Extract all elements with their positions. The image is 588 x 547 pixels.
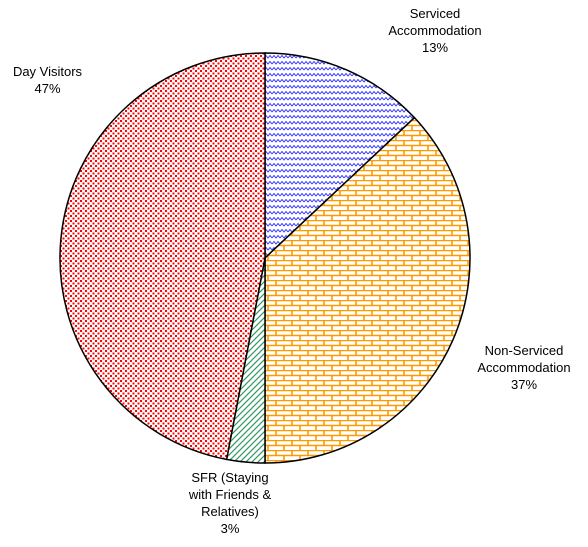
category-label: Serviced Accommodation (388, 6, 482, 38)
category-label: Day Visitors (12, 64, 83, 79)
pie-slice (59, 52, 266, 461)
value-label: 47% (34, 81, 61, 96)
slice-label: SFR (Staying with Friends & Relatives) 3% (180, 469, 280, 537)
slice-label: Non-Serviced Accommodation 37% (462, 342, 586, 393)
pie-slice (264, 116, 471, 464)
value-label: 3% (220, 521, 240, 536)
slice-label: Day Visitors 47% (0, 63, 95, 97)
slice-label: Serviced Accommodation 13% (380, 5, 490, 56)
pie-slice (264, 52, 416, 260)
value-label: 13% (421, 40, 449, 55)
category-label: Non-Serviced Accommodation (477, 343, 571, 375)
category-label: SFR (Staying with Friends & Relatives) (188, 470, 272, 519)
value-label: 37% (510, 377, 538, 392)
